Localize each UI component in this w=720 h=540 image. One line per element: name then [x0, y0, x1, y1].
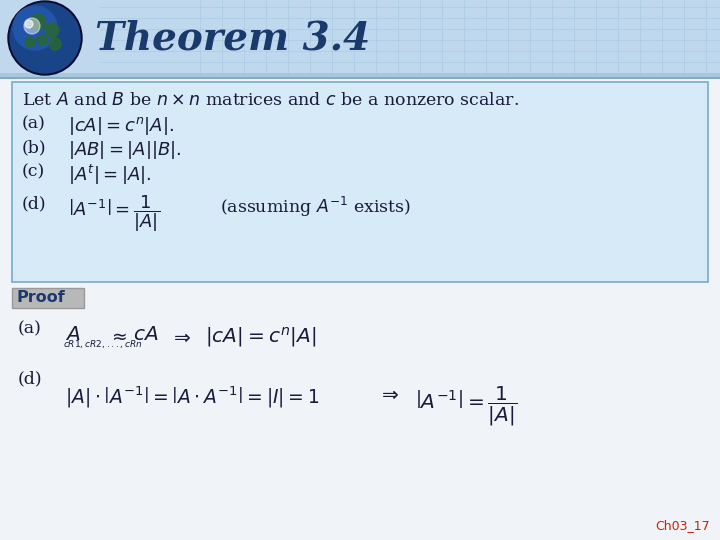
Text: (a): (a): [22, 115, 46, 132]
Text: Ch03_17: Ch03_17: [655, 519, 710, 532]
Text: (c): (c): [22, 163, 45, 180]
Text: $|cA| = c^n|A|.$: $|cA| = c^n|A|.$: [68, 115, 174, 137]
Text: $cR1,cR2,...,cRn$: $cR1,cR2,...,cRn$: [63, 338, 143, 350]
Text: $\Rightarrow$: $\Rightarrow$: [378, 385, 400, 404]
Circle shape: [13, 6, 57, 50]
Bar: [0, 0, 720, 75]
Text: $\approx$: $\approx$: [108, 328, 127, 346]
Text: Let $A$ and $B$ be $n \times n$ matrices and $c$ be a nonzero scalar.: Let $A$ and $B$ be $n \times n$ matrices…: [22, 92, 519, 109]
Text: $A$: $A$: [65, 325, 81, 344]
Text: (b): (b): [22, 139, 47, 156]
Text: $|AB| = |A||B|.$: $|AB| = |A||B|.$: [68, 139, 181, 161]
Text: $\left|A^{-1}\right| = \dfrac{1}{|A|}$: $\left|A^{-1}\right| = \dfrac{1}{|A|}$: [415, 385, 517, 428]
Text: $|A| \cdot \left|A^{-1}\right| = \left|A \cdot A^{-1}\right| = |I| = 1$: $|A| \cdot \left|A^{-1}\right| = \left|A…: [65, 385, 319, 410]
Text: $\Rightarrow$: $\Rightarrow$: [170, 328, 192, 347]
Text: (a): (a): [18, 320, 42, 337]
Text: (d): (d): [18, 370, 42, 387]
Circle shape: [25, 20, 33, 28]
Circle shape: [25, 37, 35, 47]
Text: $cA$: $cA$: [133, 325, 158, 344]
Text: $|cA| = c^n|A|$: $|cA| = c^n|A|$: [205, 325, 316, 349]
Text: (d): (d): [22, 195, 47, 212]
Text: $|A^t| = |A|.$: $|A^t| = |A|.$: [68, 163, 151, 187]
Circle shape: [49, 38, 61, 50]
Circle shape: [30, 14, 46, 30]
Text: (assuming $A^{-1}$ exists): (assuming $A^{-1}$ exists): [220, 195, 411, 219]
Text: Proof: Proof: [16, 291, 65, 306]
Bar: [0, 282, 720, 540]
Bar: [0, 73, 720, 78]
Circle shape: [24, 18, 40, 34]
Circle shape: [45, 23, 59, 37]
FancyBboxPatch shape: [12, 288, 84, 308]
Text: $\left|A^{-1}\right| = \dfrac{1}{|A|}$: $\left|A^{-1}\right| = \dfrac{1}{|A|}$: [68, 193, 160, 234]
Circle shape: [10, 3, 80, 73]
Text: Theorem 3.4: Theorem 3.4: [95, 19, 370, 57]
FancyBboxPatch shape: [12, 82, 708, 282]
Circle shape: [37, 35, 47, 45]
Circle shape: [8, 1, 82, 75]
